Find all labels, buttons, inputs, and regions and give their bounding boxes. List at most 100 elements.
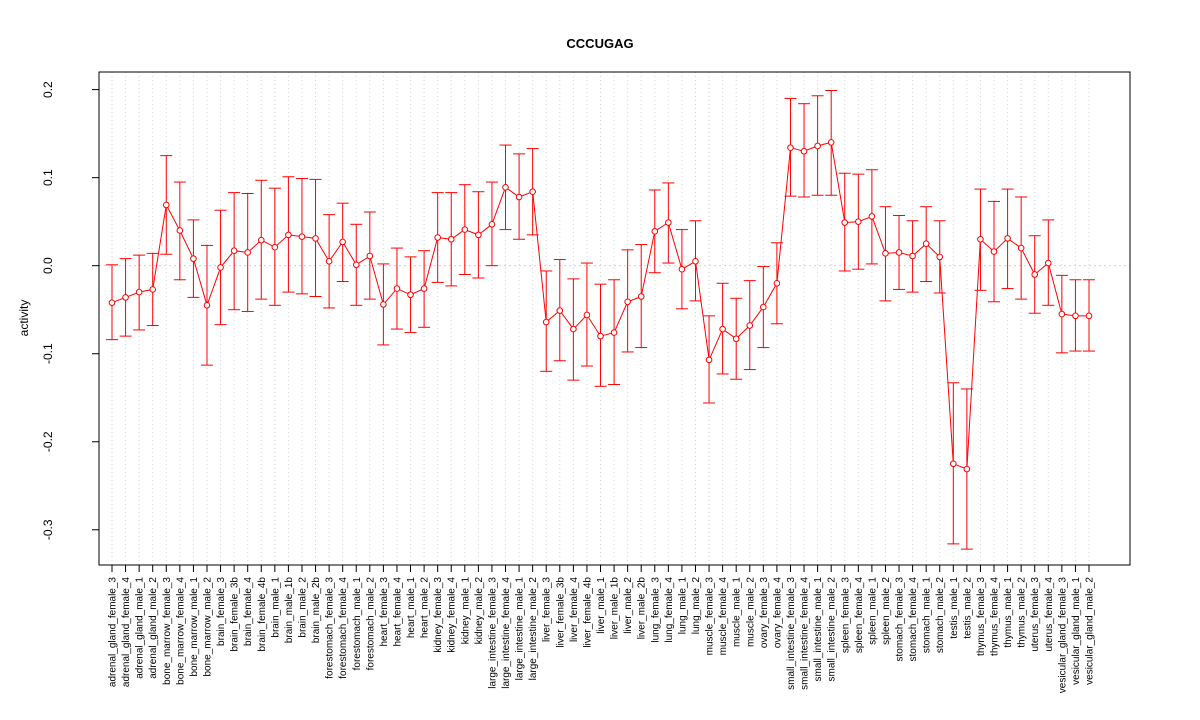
data-point — [447, 235, 455, 243]
x-tick-label: spleen_male_1 — [867, 577, 878, 645]
x-tick-label: heart_male_2 — [420, 577, 431, 639]
x-tick-label: kidney_female_3 — [433, 577, 444, 653]
x-tick-label: large_intestine_female_4 — [501, 577, 512, 689]
data-point — [583, 311, 591, 319]
data-point — [678, 265, 686, 273]
data-point — [434, 234, 441, 241]
data-point — [909, 252, 916, 260]
x-tick-label: forestomach_female_4 — [338, 577, 349, 679]
y-tick-label: 0.2 — [41, 81, 55, 98]
x-tick-label: large_intestine_female_3 — [487, 577, 498, 689]
x-tick-label: adrenal_gland_female_4 — [121, 577, 132, 688]
data-point — [814, 142, 821, 150]
data-point — [841, 219, 849, 226]
x-tick-label: brain_female_3b — [230, 577, 241, 652]
data-point — [271, 243, 279, 251]
data-point — [787, 144, 794, 152]
data-point — [597, 332, 604, 340]
data-point — [651, 228, 659, 235]
y-tick-label: 0.1 — [41, 169, 55, 186]
x-tick-label: testis_male_1 — [949, 577, 960, 639]
y-tick-label: -0.3 — [41, 519, 55, 540]
x-tick-label: ovary_female_3 — [759, 577, 770, 649]
x-tick-label: vesicular_gland_male_1 — [1071, 577, 1082, 685]
data-point — [149, 286, 157, 293]
x-tick-label: small_intestine_male_2 — [827, 577, 838, 682]
x-tick-label: brain_male_2b — [311, 577, 322, 644]
x-tick-label: lung_male_2 — [691, 577, 702, 635]
x-tick-label: brain_female_3 — [216, 577, 227, 646]
y-axis-label: activity — [17, 300, 31, 337]
data-point — [719, 325, 726, 333]
data-point — [203, 301, 211, 309]
x-tick-label: bone_marrow_male_2 — [202, 577, 213, 677]
data-point — [407, 291, 414, 299]
data-point — [1085, 312, 1093, 320]
data-point — [285, 231, 292, 239]
data-point — [502, 184, 509, 191]
x-tick-label: stomach_female_3 — [895, 577, 906, 662]
x-tick-label: stomach_male_1 — [922, 577, 933, 654]
x-tick-label: thymus_female_4 — [990, 577, 1001, 656]
data-point — [692, 257, 699, 265]
data-point — [556, 307, 564, 314]
x-tick-label: adrenal_gland_male_1 — [135, 577, 146, 679]
data-point — [217, 264, 224, 271]
data-point — [298, 233, 306, 240]
x-tick-label: liver_female_3 — [542, 577, 553, 642]
x-tick-label: forestomach_male_2 — [365, 577, 376, 671]
x-tick-label: adrenal_gland_female_3 — [108, 577, 119, 688]
x-tick-label: adrenal_gland_male_2 — [148, 577, 159, 679]
data-point — [312, 235, 319, 242]
data-point — [827, 139, 835, 146]
x-axis: adrenal_gland_female_3 adrenal_gland_fema… — [108, 564, 1096, 694]
data-point — [257, 236, 265, 244]
data-point — [1044, 259, 1052, 267]
data-point — [610, 329, 618, 336]
data-point — [352, 261, 360, 269]
chart-title: CCCUGAG — [566, 36, 633, 51]
x-tick-label: liver_male_1 — [596, 577, 607, 634]
data-point — [570, 325, 577, 333]
x-tick-label: spleen_male_2 — [881, 577, 892, 645]
x-tick-label: uterus_female_3 — [1030, 577, 1041, 652]
x-tick-label: vesicular_gland_female_3 — [1057, 577, 1068, 694]
y-axis: -0.3 -0.2 -0.1 0.0 0.1 0.2 — [41, 81, 100, 540]
x-tick-label: bone_marrow_female_4 — [175, 577, 186, 685]
x-tick-label: muscle_male_1 — [732, 577, 743, 647]
data-point — [705, 356, 713, 364]
data-point — [990, 248, 998, 255]
data-point — [230, 247, 238, 255]
x-tick-label: liver_female_3b — [555, 577, 566, 648]
data-point — [1017, 244, 1025, 252]
data-point — [922, 240, 930, 247]
x-tick-label: liver_male_2 — [623, 577, 634, 634]
x-tick-label: vesicular_gland_male_2 — [1085, 577, 1096, 685]
x-tick-label: large_intestine_male_2 — [528, 577, 539, 681]
data-point — [366, 252, 374, 260]
data-point — [868, 213, 876, 220]
x-tick-label: small_intestine_female_4 — [800, 577, 811, 690]
x-tick-label: brain_male_1b — [284, 577, 295, 644]
x-tick-label: brain_male_1 — [270, 577, 281, 638]
x-tick-label: spleen_female_4 — [854, 577, 865, 654]
x-tick-label: spleen_female_3 — [840, 577, 851, 654]
data-point — [515, 193, 523, 201]
x-tick-label: lung_male_1 — [677, 577, 688, 635]
x-tick-label: muscle_female_3 — [705, 577, 716, 656]
data-point — [122, 294, 129, 301]
data-point — [475, 231, 482, 239]
data-point — [855, 218, 862, 225]
x-tick-label: heart_male_1 — [406, 577, 417, 639]
data-point — [882, 250, 889, 257]
data-point — [325, 257, 333, 265]
data-point — [380, 301, 387, 308]
data-point — [637, 293, 645, 300]
x-tick-label: heart_female_4 — [392, 577, 403, 647]
data-point — [1072, 312, 1079, 320]
data-point — [488, 221, 496, 228]
x-tick-label: small_intestine_female_3 — [786, 577, 797, 690]
data-point — [1058, 310, 1066, 318]
x-tick-label: lung_female_3 — [650, 577, 661, 643]
x-tick-label: bone_marrow_male_1 — [189, 577, 200, 677]
